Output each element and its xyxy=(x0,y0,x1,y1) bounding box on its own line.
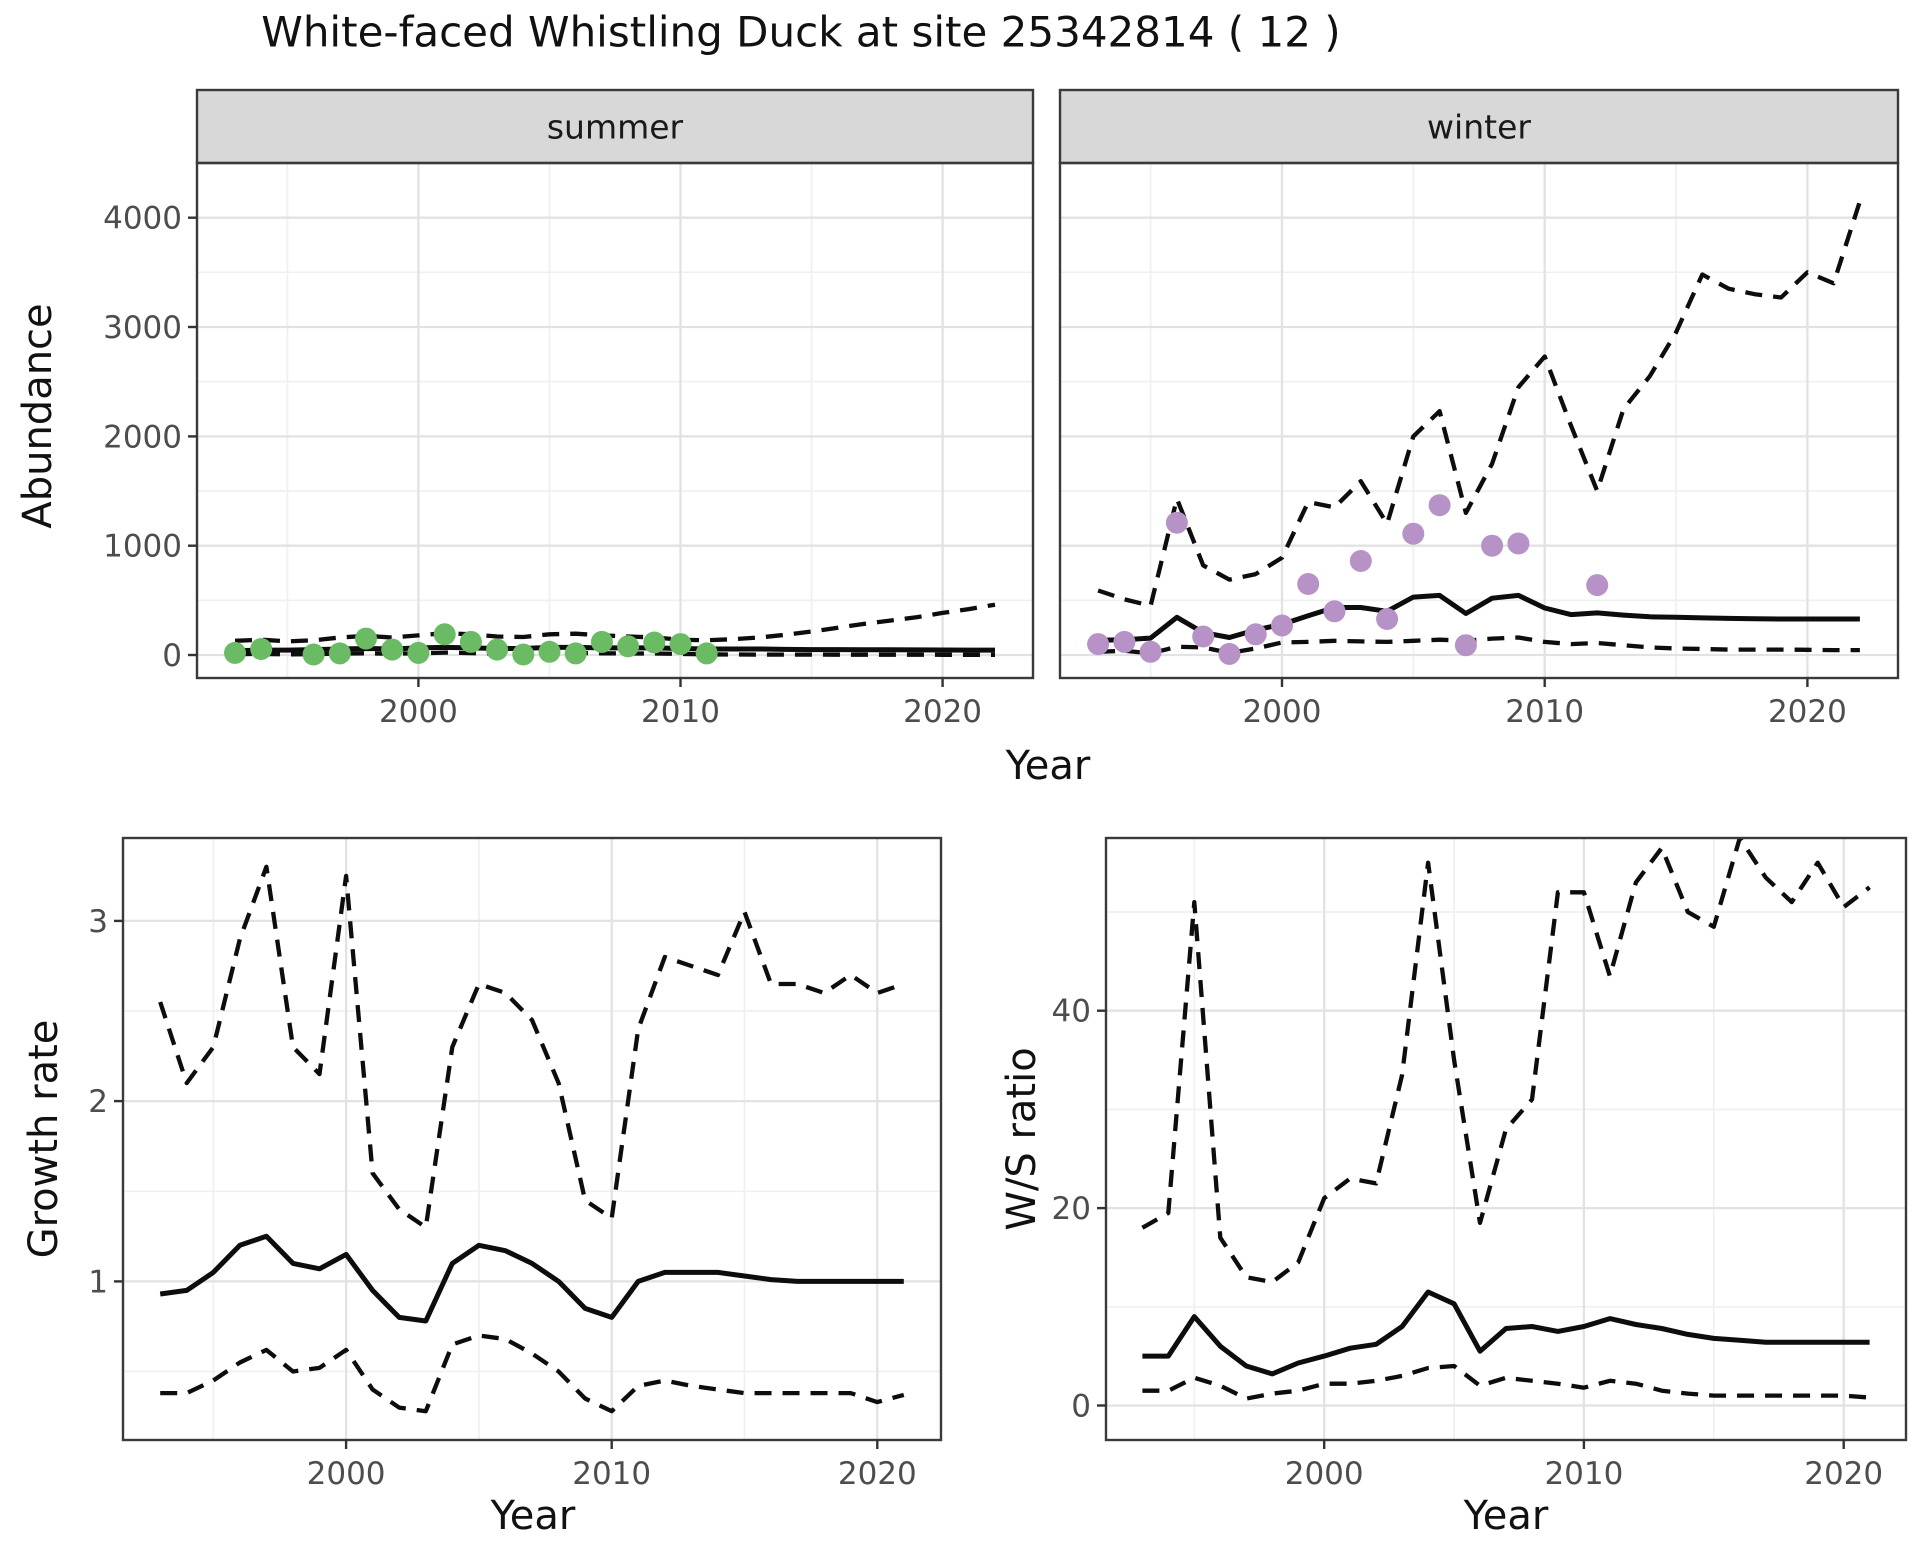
median-line xyxy=(1142,1289,1870,1377)
observation-point xyxy=(1323,600,1346,623)
observation-point xyxy=(1244,623,1267,646)
y-axis-title-growth-rate: Growth rate xyxy=(21,1019,67,1259)
x-tick-label: 2010 xyxy=(572,1456,651,1492)
panel-border xyxy=(1058,161,1900,680)
panel-background xyxy=(1106,838,1906,1440)
x-tick-label: 2010 xyxy=(1544,1456,1623,1492)
observation-point xyxy=(1087,633,1110,656)
observation-point xyxy=(1218,642,1241,665)
y-tick-label: 0 xyxy=(162,638,182,674)
observation-point xyxy=(407,641,430,664)
x-tick-label: 2020 xyxy=(838,1456,917,1492)
observation-point xyxy=(1165,511,1188,534)
lower_ci-line xyxy=(160,1333,905,1414)
y-axis-title-ws-ratio: W/S ratio xyxy=(999,1047,1045,1231)
facet-label-winter: winter xyxy=(1427,107,1531,147)
observation-point xyxy=(1481,534,1504,557)
x-axis-title-year-growth: Year xyxy=(490,1493,576,1539)
x-axis-title-year-ws: Year xyxy=(1463,1493,1549,1539)
observation-point xyxy=(1192,625,1215,648)
observation-point xyxy=(1428,494,1451,517)
observation-point xyxy=(695,642,718,665)
x-tick-label: 2010 xyxy=(1505,694,1584,730)
y-tick-label: 4000 xyxy=(103,201,182,237)
observation-point xyxy=(1586,574,1609,597)
x-tick-label: 2020 xyxy=(903,694,982,730)
lower_ci-line xyxy=(1142,1363,1870,1401)
panel-background xyxy=(1060,163,1898,678)
y-tick-label: 0 xyxy=(1071,1389,1091,1425)
observation-point xyxy=(328,642,351,665)
observation-point xyxy=(433,623,456,646)
facet-strip xyxy=(195,88,1035,165)
upper_ci-line xyxy=(1097,200,1862,608)
x-tick-label: 2000 xyxy=(1243,694,1322,730)
x-tick-label: 2000 xyxy=(1285,1456,1364,1492)
observation-point xyxy=(1297,573,1320,595)
panel-series xyxy=(158,864,905,1414)
upper_ci-line xyxy=(158,864,905,1230)
panel-background xyxy=(123,838,941,1440)
panel-background xyxy=(197,163,1033,678)
panel-series xyxy=(1087,200,1862,665)
observation-point xyxy=(564,642,587,665)
y-axis-title-abundance: Abundance xyxy=(15,303,61,529)
observation-point xyxy=(1271,614,1293,637)
y-tick-label: 20 xyxy=(1052,1191,1091,1227)
observation-point xyxy=(250,638,273,660)
panel-border xyxy=(195,161,1035,680)
facet-strip xyxy=(1058,88,1900,165)
y-tick-label: 2 xyxy=(88,1084,108,1120)
median-line xyxy=(1098,592,1860,643)
observation-point xyxy=(512,643,535,666)
observation-point xyxy=(1454,634,1477,657)
observation-point xyxy=(538,640,561,663)
median-line xyxy=(159,1233,904,1324)
x-tick-label: 2020 xyxy=(1768,694,1847,730)
y-tick-label: 1 xyxy=(88,1264,108,1300)
observation-point xyxy=(669,633,692,656)
facet-label-summer: summer xyxy=(546,107,684,147)
panel-series xyxy=(1141,838,1871,1401)
observation-point xyxy=(617,635,640,658)
observation-point xyxy=(1113,630,1136,653)
upper_ci-line xyxy=(1141,838,1871,1285)
observation-point xyxy=(590,630,613,653)
observation-point xyxy=(1507,532,1530,555)
observation-point xyxy=(459,630,482,653)
x-tick-label: 2000 xyxy=(307,1456,386,1492)
x-tick-label: 2020 xyxy=(1804,1456,1883,1492)
y-tick-label: 2000 xyxy=(103,419,182,455)
x-tick-label: 2010 xyxy=(641,694,720,730)
chart-title: White-faced Whistling Duck at site 25342… xyxy=(261,7,1341,57)
observation-point xyxy=(486,638,509,661)
observation-point xyxy=(1139,640,1162,663)
y-tick-label: 3000 xyxy=(103,310,182,346)
lower_ci-line xyxy=(234,650,995,657)
observation-point xyxy=(302,643,325,666)
observation-point xyxy=(1376,608,1399,630)
panel-border xyxy=(121,836,943,1442)
observation-point xyxy=(355,627,377,650)
observation-point xyxy=(643,631,666,654)
panel-border xyxy=(1104,836,1908,1442)
x-axis-title-year-top: Year xyxy=(1005,743,1091,789)
y-tick-label: 3 xyxy=(88,904,108,940)
y-tick-label: 40 xyxy=(1052,994,1091,1030)
observation-point xyxy=(1402,522,1425,545)
observation-point xyxy=(381,638,404,661)
panel-series xyxy=(224,602,996,666)
observation-point xyxy=(224,641,246,664)
y-tick-label: 1000 xyxy=(103,529,182,565)
x-tick-label: 2000 xyxy=(379,694,458,730)
observation-point xyxy=(1349,550,1372,572)
